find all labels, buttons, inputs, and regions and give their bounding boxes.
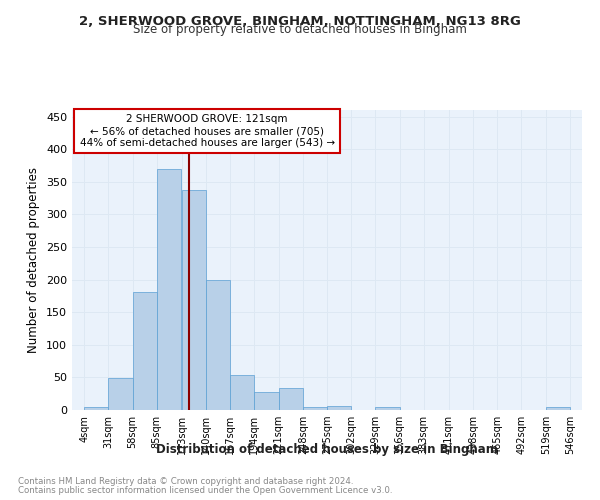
Bar: [254, 392, 278, 410]
Bar: [206, 280, 230, 410]
Bar: [230, 375, 254, 410]
Bar: [278, 388, 303, 410]
Bar: [182, 190, 206, 410]
Bar: [157, 168, 181, 410]
Text: 2, SHERWOOD GROVE, BINGHAM, NOTTINGHAM, NG13 8RG: 2, SHERWOOD GROVE, BINGHAM, NOTTINGHAM, …: [79, 15, 521, 28]
Bar: [376, 406, 400, 410]
Bar: [327, 406, 351, 410]
Bar: [84, 406, 109, 410]
Bar: [109, 378, 133, 410]
Text: Contains HM Land Registry data © Crown copyright and database right 2024.: Contains HM Land Registry data © Crown c…: [18, 478, 353, 486]
Y-axis label: Number of detached properties: Number of detached properties: [28, 167, 40, 353]
Text: Distribution of detached houses by size in Bingham: Distribution of detached houses by size …: [156, 442, 498, 456]
Text: 2 SHERWOOD GROVE: 121sqm
← 56% of detached houses are smaller (705)
44% of semi-: 2 SHERWOOD GROVE: 121sqm ← 56% of detach…: [80, 114, 335, 148]
Bar: [303, 406, 327, 410]
Text: Size of property relative to detached houses in Bingham: Size of property relative to detached ho…: [133, 22, 467, 36]
Bar: [545, 408, 570, 410]
Text: Contains public sector information licensed under the Open Government Licence v3: Contains public sector information licen…: [18, 486, 392, 495]
Bar: [133, 292, 157, 410]
